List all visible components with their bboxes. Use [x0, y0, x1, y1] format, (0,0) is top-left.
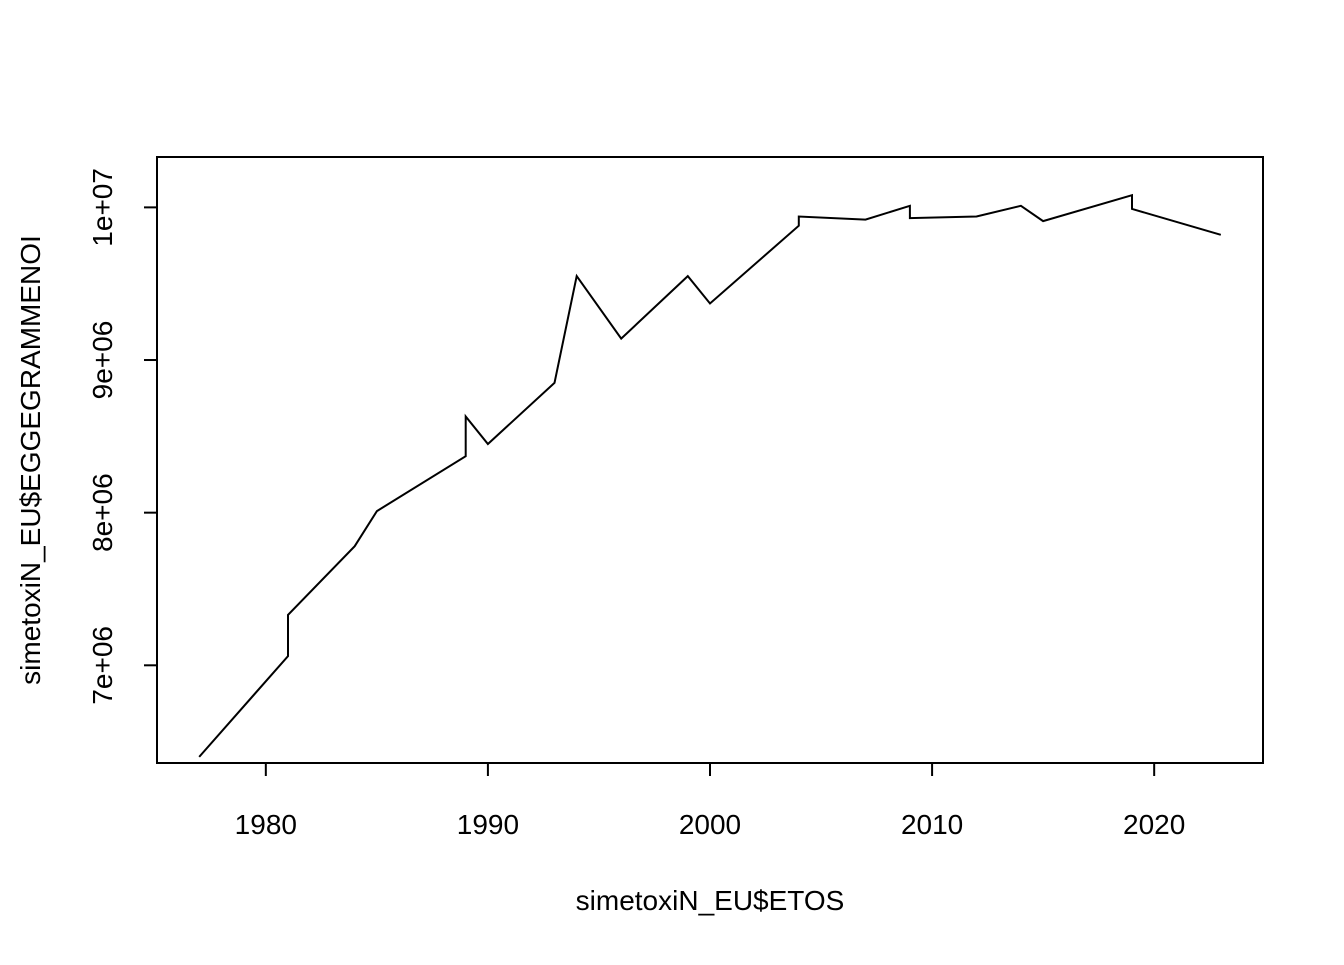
y-tick-label: 8e+06 — [87, 473, 118, 552]
y-axis: 7e+06 8e+06 9e+06 1e+07 — [87, 168, 158, 705]
x-tick-label: 1980 — [235, 809, 297, 840]
x-tick-label: 2000 — [679, 809, 741, 840]
x-axis: 1980 1990 2000 2010 2020 — [235, 762, 1185, 840]
y-axis-title: simetoxiN_EU$EGGEGRAMMENOI — [15, 235, 46, 685]
y-tick-label: 9e+06 — [87, 321, 118, 400]
x-axis-title: simetoxiN_EU$ETOS — [576, 885, 845, 916]
plot-frame — [156, 156, 1264, 764]
x-tick-label: 1990 — [457, 809, 519, 840]
x-tick-label: 2020 — [1123, 809, 1185, 840]
series-layer — [198, 193, 1222, 758]
x-tick-label: 2010 — [901, 809, 963, 840]
y-tick-label: 1e+07 — [87, 168, 118, 247]
series-line — [198, 193, 1222, 758]
y-tick-label: 7e+06 — [87, 626, 118, 705]
